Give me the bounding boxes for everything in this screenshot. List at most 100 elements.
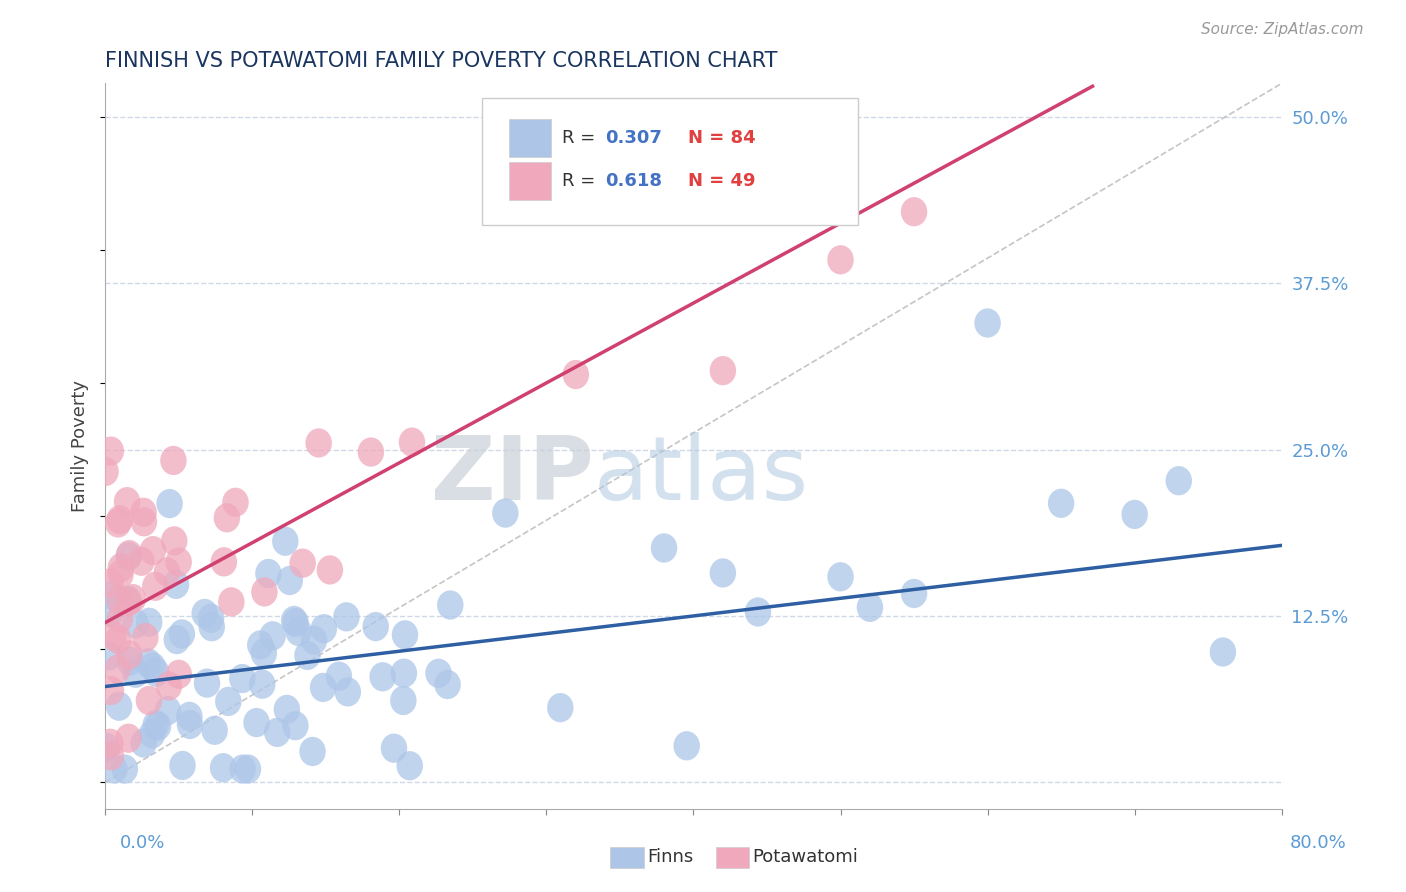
Ellipse shape [254, 558, 281, 588]
Ellipse shape [162, 526, 187, 556]
Ellipse shape [434, 670, 461, 699]
Ellipse shape [218, 587, 245, 616]
Ellipse shape [250, 639, 277, 668]
Ellipse shape [547, 693, 574, 723]
Ellipse shape [260, 621, 285, 650]
Ellipse shape [93, 457, 118, 486]
Ellipse shape [107, 604, 134, 633]
Ellipse shape [283, 608, 309, 637]
Ellipse shape [117, 640, 142, 670]
Ellipse shape [389, 686, 416, 715]
Ellipse shape [209, 753, 236, 782]
Ellipse shape [117, 647, 143, 676]
Ellipse shape [285, 617, 312, 646]
Ellipse shape [136, 607, 163, 637]
Ellipse shape [399, 427, 425, 457]
Ellipse shape [1047, 489, 1074, 518]
Ellipse shape [299, 737, 326, 766]
Ellipse shape [247, 631, 274, 659]
Ellipse shape [163, 625, 190, 654]
Ellipse shape [156, 672, 183, 700]
Ellipse shape [131, 508, 157, 536]
Ellipse shape [264, 718, 291, 747]
Text: Potawatomi: Potawatomi [752, 848, 858, 866]
Ellipse shape [370, 662, 396, 691]
Ellipse shape [135, 648, 162, 678]
Ellipse shape [273, 526, 298, 556]
Ellipse shape [97, 741, 124, 771]
Ellipse shape [492, 499, 519, 528]
Ellipse shape [194, 668, 221, 698]
Ellipse shape [827, 562, 853, 591]
Ellipse shape [229, 664, 256, 693]
Ellipse shape [131, 729, 157, 757]
Ellipse shape [1209, 638, 1236, 666]
Ellipse shape [128, 547, 155, 576]
Ellipse shape [1122, 500, 1147, 529]
Text: Source: ZipAtlas.com: Source: ZipAtlas.com [1201, 22, 1364, 37]
FancyBboxPatch shape [482, 98, 858, 225]
Text: Finns: Finns [647, 848, 693, 866]
Ellipse shape [437, 591, 464, 620]
Ellipse shape [104, 655, 131, 683]
Ellipse shape [710, 558, 737, 588]
Ellipse shape [357, 437, 384, 467]
Ellipse shape [155, 696, 181, 725]
Ellipse shape [98, 581, 125, 610]
Ellipse shape [974, 309, 1001, 338]
Text: ZIP: ZIP [430, 432, 593, 519]
Ellipse shape [214, 503, 240, 533]
Ellipse shape [108, 553, 134, 582]
Text: 0.618: 0.618 [605, 172, 662, 190]
Ellipse shape [425, 658, 451, 688]
Ellipse shape [156, 489, 183, 518]
Ellipse shape [93, 733, 120, 762]
Ellipse shape [316, 556, 343, 584]
Ellipse shape [745, 598, 772, 626]
Ellipse shape [97, 729, 124, 758]
Ellipse shape [710, 356, 737, 385]
Ellipse shape [294, 640, 321, 670]
Ellipse shape [396, 751, 423, 780]
Ellipse shape [105, 691, 132, 721]
Text: N = 84: N = 84 [688, 128, 755, 147]
Ellipse shape [122, 658, 149, 688]
Ellipse shape [191, 599, 218, 628]
Ellipse shape [333, 602, 360, 632]
Ellipse shape [827, 245, 853, 275]
Text: atlas: atlas [593, 432, 808, 519]
Ellipse shape [201, 715, 228, 745]
Text: 80.0%: 80.0% [1291, 834, 1347, 852]
Ellipse shape [107, 585, 132, 615]
Ellipse shape [131, 498, 157, 527]
Ellipse shape [169, 751, 195, 780]
Ellipse shape [120, 584, 146, 614]
Ellipse shape [114, 487, 141, 516]
Ellipse shape [177, 710, 204, 739]
Ellipse shape [98, 676, 124, 706]
Ellipse shape [169, 619, 195, 648]
Ellipse shape [107, 559, 134, 589]
Ellipse shape [243, 708, 270, 737]
Ellipse shape [139, 719, 166, 748]
FancyBboxPatch shape [509, 119, 551, 157]
Ellipse shape [392, 620, 418, 649]
Ellipse shape [97, 436, 124, 466]
Ellipse shape [198, 604, 225, 633]
Ellipse shape [166, 660, 193, 689]
Text: 0.307: 0.307 [605, 128, 662, 147]
Ellipse shape [105, 508, 131, 538]
Ellipse shape [139, 652, 166, 681]
Ellipse shape [901, 579, 928, 608]
Ellipse shape [139, 536, 166, 566]
Ellipse shape [100, 621, 127, 650]
Y-axis label: Family Poverty: Family Poverty [72, 380, 89, 512]
Ellipse shape [136, 686, 162, 715]
Text: 0.0%: 0.0% [120, 834, 165, 852]
Ellipse shape [145, 712, 172, 740]
Ellipse shape [97, 568, 124, 598]
Ellipse shape [290, 549, 316, 578]
Ellipse shape [326, 662, 352, 690]
Ellipse shape [122, 609, 149, 639]
FancyBboxPatch shape [509, 162, 551, 200]
